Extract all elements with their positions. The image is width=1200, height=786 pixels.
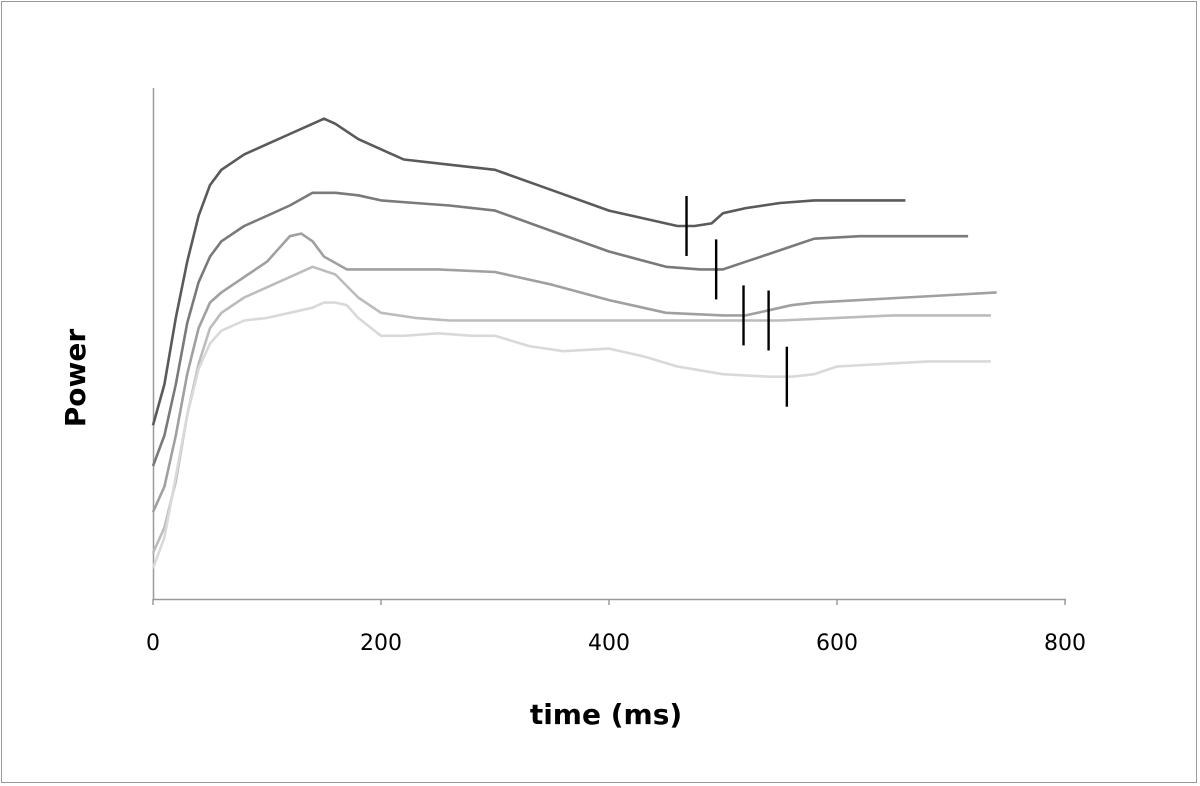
series-line-1 xyxy=(151,117,906,426)
y-axis-title: Power xyxy=(59,329,92,428)
series-line-5 xyxy=(151,301,991,569)
x-tick-label: 0 xyxy=(146,631,160,656)
x-tick-layer: 0 200 400 600 800 xyxy=(146,599,1086,656)
x-tick-label: 400 xyxy=(588,631,630,656)
series-line-2 xyxy=(151,191,969,467)
series-line-3 xyxy=(151,232,997,513)
x-tick-label: 600 xyxy=(816,631,858,656)
x-tick-label: 800 xyxy=(1044,631,1086,656)
x-axis-title: time (ms) xyxy=(530,698,682,731)
x-tick-label: 200 xyxy=(360,631,402,656)
plot-area xyxy=(152,88,1066,601)
series-line-4 xyxy=(151,265,991,554)
marker-layer xyxy=(685,195,789,407)
series-layer xyxy=(151,117,997,569)
